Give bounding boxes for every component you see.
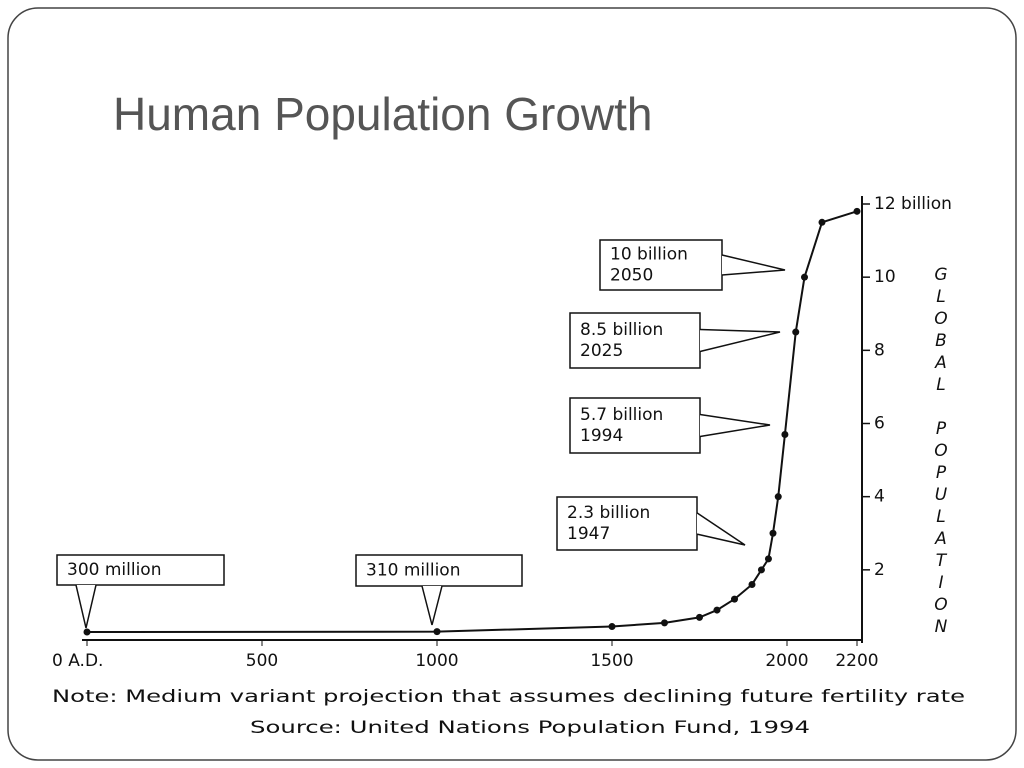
callout-text: 1947 [567,524,610,544]
callout-text: 2025 [580,341,623,361]
y-axis-label: GLOBAL POPULATION [931,265,951,639]
x-tick-label: 2200 [835,651,878,671]
note: Note: Medium variant projection that ass… [52,687,965,707]
data-point [608,623,616,631]
slide-title: Human Population Growth [113,88,653,140]
data-point [764,555,772,563]
data-point [696,613,703,621]
callout-text: 1994 [580,426,623,446]
data-point [792,328,800,336]
data-point [661,619,668,627]
callout: 310 million [355,554,523,626]
data-point [781,430,789,438]
x-tick-label: 0 A.D. [52,651,103,671]
callout-text: 310 million [366,561,460,581]
data-point [713,606,721,614]
y-tick-label: 2 [874,560,885,580]
callout-text: 2050 [610,266,653,286]
callout-text: 300 million [67,560,161,580]
callout-pointer [421,585,443,626]
callout-pointer [696,512,746,546]
callout-pointer [75,584,97,629]
callout-text: 2.3 billion [567,503,650,523]
callout-text: 8.5 billion [580,320,663,340]
callout-box [556,496,698,551]
callout-box [569,312,701,369]
data-point [433,628,441,636]
callout-text: 10 billion [610,245,688,265]
data-point [731,595,738,603]
callout-box [599,239,723,291]
y-tick-label: 6 [874,414,885,434]
y-tick-label: 4 [874,487,885,507]
callout: 300 million [56,554,225,629]
y-tick-label: 8 [874,340,885,360]
data-point [83,628,91,636]
y-tick-label: 12 billion [874,194,952,214]
y-tick-label: 10 [874,267,896,287]
callout-pointer [699,413,771,438]
callout-text: 5.7 billion [580,405,663,425]
source: Source: United Nations Population Fund, … [250,718,810,738]
data-point [748,580,756,588]
x-tick-label: 1500 [590,651,633,671]
data-point [769,529,777,537]
data-point [853,207,861,215]
callout-pointer [699,328,781,353]
callout-box [56,554,225,586]
x-tick-label: 1000 [415,651,458,671]
x-tick-label: 500 [246,651,278,671]
data-point [801,273,808,281]
data-point [757,566,765,574]
callout-pointer [721,254,786,276]
data-point [818,218,826,226]
x-tick-label: 2000 [765,651,808,671]
data-point [774,493,782,501]
